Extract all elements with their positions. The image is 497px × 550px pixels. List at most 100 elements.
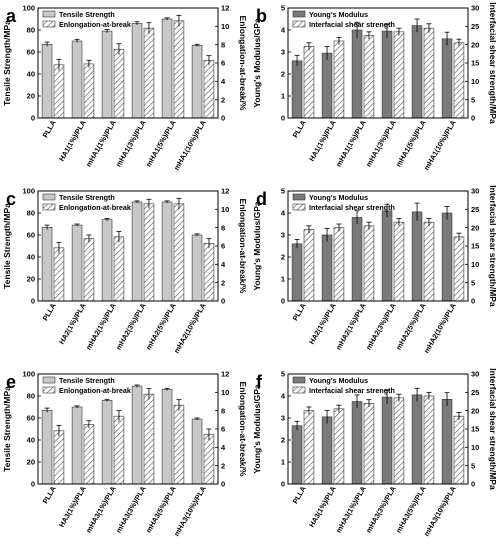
category-label: mHA3(1%)/PLA <box>84 485 118 535</box>
category-label: HA2(1%)/PLA <box>307 302 338 346</box>
legend-swatch-hatched <box>292 20 306 28</box>
bar-a-solid-3 <box>131 23 143 119</box>
left-tick-label: 20 <box>27 92 35 101</box>
bar-d-hatched-1 <box>333 227 345 302</box>
category-label: mHA2(3%)/PLA <box>114 302 148 352</box>
legend-label: Young's Modulus <box>309 376 368 385</box>
category-label: PLLA <box>41 485 58 506</box>
bar-d-hatched-3 <box>393 221 405 302</box>
right-tick-label: 30 <box>471 4 479 13</box>
bar-a-hatched-1 <box>83 63 95 119</box>
bar-a-hatched-5 <box>203 59 215 119</box>
left-tick-label: 4 <box>281 392 286 401</box>
bar-e-hatched-2 <box>113 415 125 485</box>
left-tick-label: 5 <box>281 187 285 196</box>
panel-b: b PLLA HA1(1%)/PLAmHA1(1%)/PLAmHA1(3%)/PLA… <box>252 2 497 171</box>
right-tick-label: 15 <box>471 242 479 251</box>
left-tick-label: 0 <box>281 297 285 306</box>
left-tick-label: 0 <box>31 480 35 489</box>
bar-b-hatched-4 <box>423 27 435 119</box>
right-tick-label: 25 <box>471 22 479 31</box>
bar-c-solid-4 <box>161 201 173 302</box>
legend-label: Young's Modulus <box>309 193 368 202</box>
bar-d-solid-3 <box>381 210 393 302</box>
category-label: mHA1(3%)/PLA <box>114 119 148 169</box>
left-tick-label: 3 <box>281 231 285 240</box>
category-label: HA3(1%)/PLA <box>57 485 88 529</box>
right-tick-label: 5 <box>471 461 475 470</box>
legend-label: Young's Modulus <box>309 10 368 19</box>
right-tick-label: 12 <box>221 4 229 13</box>
bar-c-solid-1 <box>71 224 83 302</box>
right-tick-label: 20 <box>471 223 479 232</box>
panel-letter: d <box>256 189 267 209</box>
legend-label: Tensile Strength <box>59 376 115 385</box>
category-label: mHA3(5%)/PLA <box>144 485 178 535</box>
bar-d-hatched-0 <box>303 229 315 302</box>
category-label: PLLA <box>41 302 58 323</box>
right-tick-label: 5 <box>471 278 475 287</box>
legend-label: Enlongation-at-break <box>59 203 131 212</box>
legend-swatch-solid <box>292 376 306 384</box>
bar-b-hatched-0 <box>303 46 315 119</box>
bar-c-solid-0 <box>41 226 53 302</box>
category-label: mHA3(5%)/PLA <box>394 485 428 535</box>
left-tick-label: 20 <box>27 458 35 467</box>
right-tick-label: 0 <box>471 114 475 123</box>
y-axis-right-title: Enlongation-at-break/% <box>238 16 248 111</box>
bar-f-solid-1 <box>321 416 333 485</box>
bar-f-hatched-2 <box>363 403 375 485</box>
category-label: mHA1(10%)/PLA <box>422 119 458 172</box>
left-tick-label: 5 <box>281 370 285 379</box>
right-tick-label: 0 <box>471 480 475 489</box>
left-tick-label: 100 <box>22 370 35 379</box>
bar-d-solid-4 <box>411 211 423 302</box>
category-label: PLLA <box>291 119 308 140</box>
bar-b-hatched-1 <box>333 40 345 119</box>
right-tick-label: 2 <box>221 95 225 104</box>
legend-swatch-hatched <box>292 203 306 211</box>
left-tick-label: 80 <box>27 26 35 35</box>
right-tick-label: 8 <box>221 223 225 232</box>
bar-a-hatched-3 <box>143 27 155 119</box>
y-axis-left-title: Tensile Strength/MPa <box>2 203 12 289</box>
left-tick-label: 1 <box>281 275 285 284</box>
bar-b-hatched-2 <box>363 35 375 119</box>
category-label: HA2(1%)/PLA <box>57 302 88 346</box>
bar-c-hatched-1 <box>83 238 95 302</box>
y-axis-left-title: Young's Modulus/GPa <box>252 18 262 107</box>
bar-e-hatched-5 <box>203 434 215 485</box>
legend-swatch-solid <box>42 10 56 18</box>
y-axis-left-title: Young's Modulus/GPa <box>252 384 262 473</box>
right-tick-label: 0 <box>221 297 225 306</box>
left-tick-label: 0 <box>281 480 285 489</box>
left-tick-label: 1 <box>281 92 285 101</box>
y-axis-right-title: Enlongation-at-break/% <box>238 199 248 294</box>
bar-f-hatched-1 <box>333 408 345 485</box>
y-axis-right-title: Enlongation-at-break/% <box>238 382 248 477</box>
category-label: PLLA <box>41 119 58 140</box>
bar-c-hatched-4 <box>173 203 185 302</box>
right-tick-label: 20 <box>471 40 479 49</box>
left-tick-label: 80 <box>27 392 35 401</box>
legend-label: Interfacial shear strength <box>309 20 395 29</box>
bar-b-hatched-5 <box>453 42 465 119</box>
category-label: PLLA <box>291 302 308 323</box>
category-label: mHA2(5%)/PLA <box>394 302 428 352</box>
y-axis-left-title: Tensile Strength/MPa <box>2 20 12 106</box>
y-axis-right-title: Interfacial shear strength/MPa <box>488 2 497 124</box>
panel-f: f PLLA HA3(1%)/PLAmHA3(1%)/PLAmHA3(3%)/PLA… <box>252 368 497 537</box>
bar-c-solid-3 <box>131 201 143 302</box>
right-tick-label: 15 <box>471 425 479 434</box>
bar-f-solid-3 <box>381 396 393 485</box>
legend-label: Enlongation-at-break <box>59 20 131 29</box>
panel-a: a PLLA HA1(1%)/PLAmHA1(1%)/PLAmHA1(3%)/PLA… <box>2 4 248 172</box>
right-tick-label: 10 <box>471 77 479 86</box>
bar-b-solid-5 <box>441 38 453 119</box>
bar-c-solid-5 <box>191 234 203 302</box>
left-tick-label: 40 <box>27 253 35 262</box>
panel-letter: c <box>6 189 16 209</box>
right-tick-label: 8 <box>221 40 225 49</box>
category-label: mHA3(10%)/PLA <box>172 485 208 538</box>
